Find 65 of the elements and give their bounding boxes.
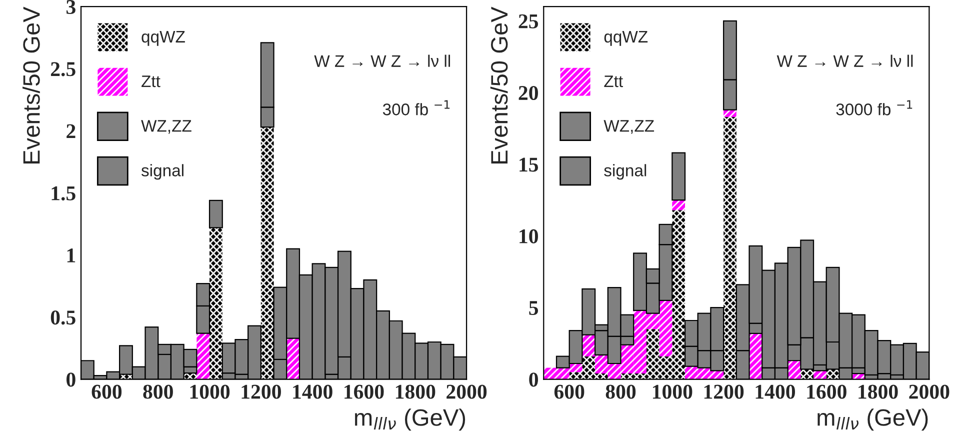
- x-axis-title: m$_{lllν}$ (GeV): [818, 408, 928, 431]
- x-tick-label: 1600: [344, 384, 384, 399]
- y-tick-label: 25: [518, 14, 538, 28]
- bar: [286, 338, 300, 380]
- x-tick-label: 1000: [190, 384, 230, 399]
- legend-label: Ztt: [142, 76, 160, 88]
- bar: [634, 310, 646, 374]
- y-tick-label: 3: [66, 0, 76, 14]
- x-tick-label: 1800: [396, 384, 436, 399]
- x-tick-label: 1600: [807, 384, 846, 399]
- legend-label: WZ,ZZ: [141, 120, 192, 134]
- legend-label: signal: [604, 164, 646, 180]
- legend-label: WZ,ZZ: [604, 120, 654, 134]
- x-tick-label: 2000: [909, 384, 950, 399]
- x-tick-label: 1400: [756, 384, 795, 399]
- bar: [659, 356, 672, 380]
- bar: [620, 344, 634, 374]
- y-tick-label: 10: [520, 229, 538, 244]
- bar: [659, 300, 672, 356]
- bar: [672, 200, 686, 210]
- bar: [646, 313, 660, 330]
- x-tick-label: 1400: [293, 384, 332, 399]
- x-tick-label: 2000: [446, 384, 487, 399]
- bar: [724, 116, 736, 380]
- y-tick-label: 0.5: [50, 310, 76, 325]
- annotation: 300 fb $^{−1}$: [382, 100, 450, 116]
- x-tick-label: 800: [143, 384, 173, 399]
- x-tick-label: 800: [606, 384, 636, 399]
- legend-label: Ztt: [604, 76, 623, 88]
- x-tick-label: 1800: [858, 384, 898, 399]
- bar: [582, 356, 596, 380]
- y-tick-label: 2.5: [50, 62, 76, 76]
- x-tick-label: 1200: [704, 384, 744, 399]
- bar: [672, 152, 686, 201]
- annotation: W Z → W Z → lν ll: [776, 54, 913, 67]
- bar: [210, 228, 222, 380]
- bar: [196, 333, 210, 380]
- bar: [260, 127, 274, 380]
- legend-label: signal: [141, 164, 184, 180]
- x-tick-label: 1200: [242, 384, 281, 399]
- annotation: W Z → W Z → lν ll: [314, 54, 450, 67]
- bar: [208, 200, 223, 228]
- y-axis-title: Events/50 GeV: [490, 6, 508, 164]
- y-tick-label: 5: [529, 301, 538, 316]
- annotation: 3000 fb $^{−1}$: [836, 100, 912, 116]
- y-tick-label: 15: [520, 158, 538, 172]
- bar: [685, 366, 698, 380]
- legend-label: qqWZ: [142, 30, 185, 46]
- bar: [595, 354, 608, 374]
- bar: [724, 110, 736, 117]
- x-tick-label: 600: [554, 384, 584, 399]
- y-tick-label: 1.5: [52, 186, 76, 200]
- y-tick-label: 0: [66, 372, 76, 387]
- x-axis-title: m$_{lllν}$ (GeV): [355, 408, 466, 431]
- legend-label: qqWZ: [604, 30, 648, 46]
- y-tick-label: 20: [518, 86, 538, 100]
- y-axis-title: Events/50 GeV: [22, 6, 40, 164]
- y-tick-label: 0: [529, 372, 538, 387]
- x-tick-label: 1000: [652, 384, 692, 399]
- bar: [646, 329, 660, 380]
- y-tick-label: 2: [66, 124, 76, 138]
- x-tick-label: 600: [92, 384, 122, 399]
- bar: [608, 363, 621, 380]
- y-tick-label: 1: [67, 248, 76, 262]
- bar: [672, 210, 686, 380]
